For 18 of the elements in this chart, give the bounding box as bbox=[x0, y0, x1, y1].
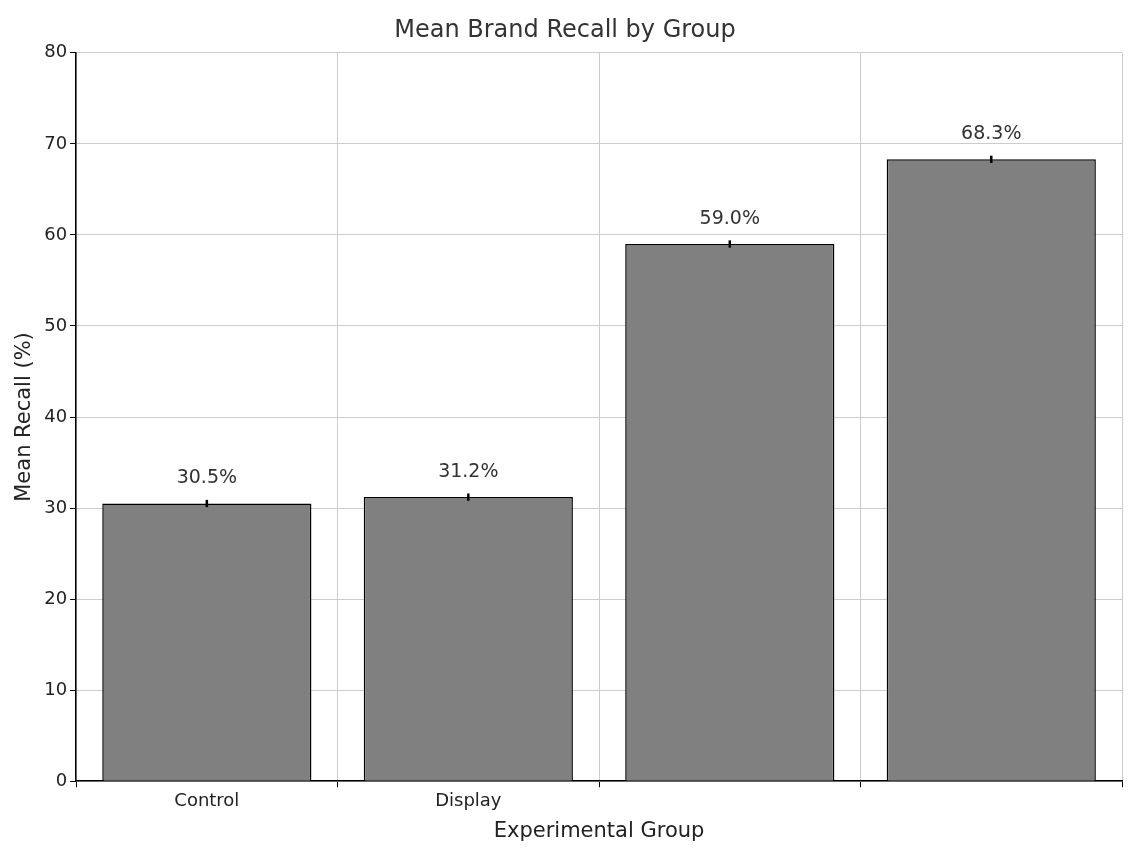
y-tick-label: 50 bbox=[44, 313, 68, 335]
chart-title: Mean Brand Recall by Group bbox=[394, 14, 736, 43]
y-tick-label: 30 bbox=[44, 495, 68, 517]
y-tick-label: 70 bbox=[44, 131, 68, 153]
y-tick-label: 0 bbox=[55, 768, 68, 790]
data-label: 31.2% bbox=[438, 458, 499, 481]
data-label: 68.3% bbox=[961, 121, 1022, 144]
y-tick-label: 40 bbox=[44, 404, 68, 426]
x-axis-title: Experimental Group bbox=[493, 817, 705, 842]
y-tick-label: 20 bbox=[44, 586, 68, 608]
y-tick-label: 80 bbox=[44, 40, 68, 62]
y-axis-title: Mean Recall (%) bbox=[11, 332, 36, 502]
x-tick-label: Display bbox=[435, 788, 502, 810]
data-label: 30.5% bbox=[176, 465, 238, 488]
y-tick-label: 10 bbox=[44, 677, 68, 699]
data-label: 59.0% bbox=[699, 205, 760, 228]
x-tick-label: Control bbox=[174, 788, 240, 810]
y-tick-label: 60 bbox=[44, 222, 68, 244]
